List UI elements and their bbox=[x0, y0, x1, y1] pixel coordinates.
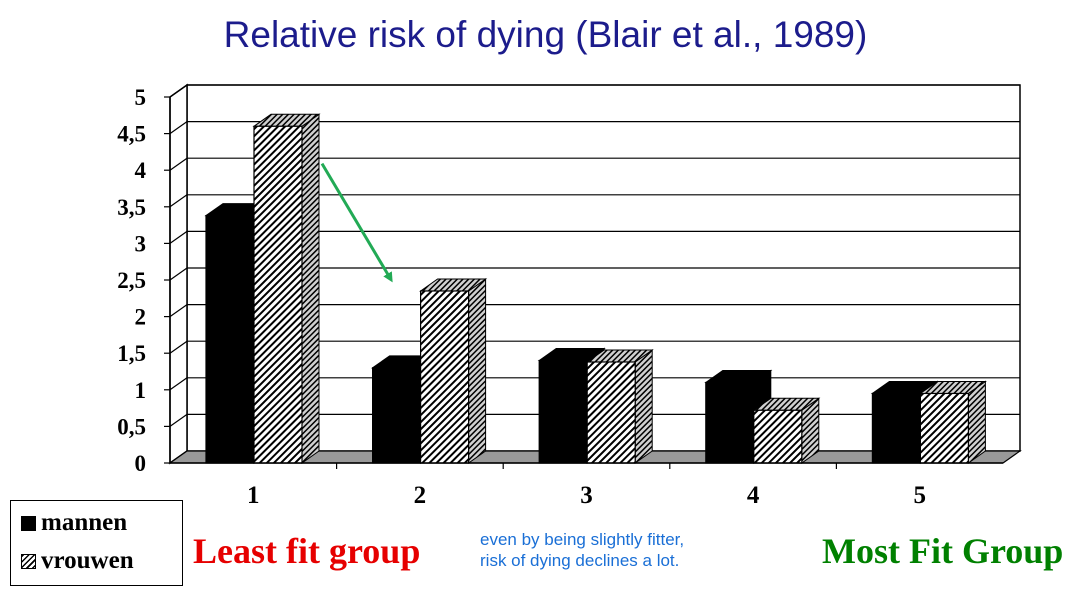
gridline-diagonal bbox=[169, 304, 188, 318]
gridline-diagonal bbox=[169, 340, 188, 354]
bar-vrouwen bbox=[252, 113, 321, 464]
bar-front-face bbox=[705, 381, 755, 464]
bars-group bbox=[204, 113, 987, 464]
y-tick-label: 0 bbox=[135, 451, 147, 476]
y-tick-label: 2 bbox=[135, 305, 147, 330]
fitness-note-line-1: even by being slightly fitter, bbox=[480, 530, 685, 549]
y-tick-label: 3,5 bbox=[117, 195, 146, 220]
annotation-layer bbox=[320, 162, 393, 283]
x-tick-label: 3 bbox=[580, 482, 593, 509]
x-axis: 1 2 3 4 5 bbox=[170, 462, 1003, 509]
gridline-diagonal bbox=[169, 267, 188, 281]
bar-front-face bbox=[372, 367, 422, 464]
chart-title: Relative risk of dying (Blair et al., 19… bbox=[223, 14, 868, 55]
gridline-diagonal bbox=[169, 377, 188, 391]
legend: mannen vrouwen bbox=[10, 500, 183, 586]
bar-front-face bbox=[919, 392, 970, 464]
legend-item-mannen: mannen bbox=[21, 509, 127, 537]
most-fit-label: Most Fit Group bbox=[822, 531, 1064, 571]
y-tick-label: 1 bbox=[135, 378, 147, 403]
x-tick-label: 5 bbox=[913, 482, 926, 509]
bar-front-face bbox=[205, 214, 255, 464]
gridline-diagonal bbox=[169, 194, 188, 208]
bar-front-face bbox=[871, 392, 922, 464]
x-tick-label: 4 bbox=[747, 482, 760, 509]
y-tick-label: 3 bbox=[135, 231, 147, 256]
gridline-diagonal bbox=[169, 121, 188, 135]
bar-front-face bbox=[253, 125, 303, 464]
y-tick-label: 4,5 bbox=[117, 122, 146, 147]
legend-swatch-vrouwen bbox=[21, 553, 36, 569]
bar-vrouwen bbox=[918, 380, 987, 464]
bar-front-face bbox=[753, 409, 803, 464]
legend-label-mannen: mannen bbox=[41, 509, 128, 536]
bar-front-face bbox=[586, 361, 636, 464]
legend-swatch-mannen bbox=[21, 515, 36, 531]
bar-front-face bbox=[420, 290, 470, 464]
bar-side-face bbox=[634, 349, 653, 464]
gridline-diagonal bbox=[169, 157, 188, 171]
bar-side-face bbox=[967, 380, 986, 464]
y-tick-label: 0,5 bbox=[117, 414, 146, 439]
bar-vrouwen bbox=[752, 397, 821, 464]
y-tick-label: 4 bbox=[135, 158, 147, 183]
legend-item-vrouwen: vrouwen bbox=[21, 547, 134, 575]
bar-vrouwen bbox=[419, 278, 488, 464]
y-tick-label: 5 bbox=[135, 85, 147, 110]
bar-front-face bbox=[538, 359, 588, 464]
gridline-diagonal bbox=[169, 84, 188, 98]
y-axis: 0 0,5 1 1,5 2 2,5 3 3,5 4 4,5 5 bbox=[117, 85, 171, 476]
x-tick-label: 2 bbox=[414, 482, 427, 509]
bar-side-face bbox=[301, 113, 320, 464]
y-tick-label: 2,5 bbox=[117, 268, 146, 293]
least-fit-label: Least fit group bbox=[193, 531, 421, 571]
fitness-note-line-2: risk of dying declines a lot. bbox=[480, 551, 680, 570]
gridline-diagonal bbox=[169, 230, 188, 244]
x-tick-label: 1 bbox=[247, 482, 260, 509]
green-arrow bbox=[320, 162, 393, 283]
bar-vrouwen bbox=[585, 349, 654, 464]
bar-side-face bbox=[468, 278, 487, 464]
fitness-note: even by being slightly fitter, risk of d… bbox=[480, 529, 684, 571]
y-tick-label: 1,5 bbox=[117, 341, 146, 366]
gridline-diagonal bbox=[169, 413, 188, 427]
legend-label-vrouwen: vrouwen bbox=[41, 547, 134, 574]
